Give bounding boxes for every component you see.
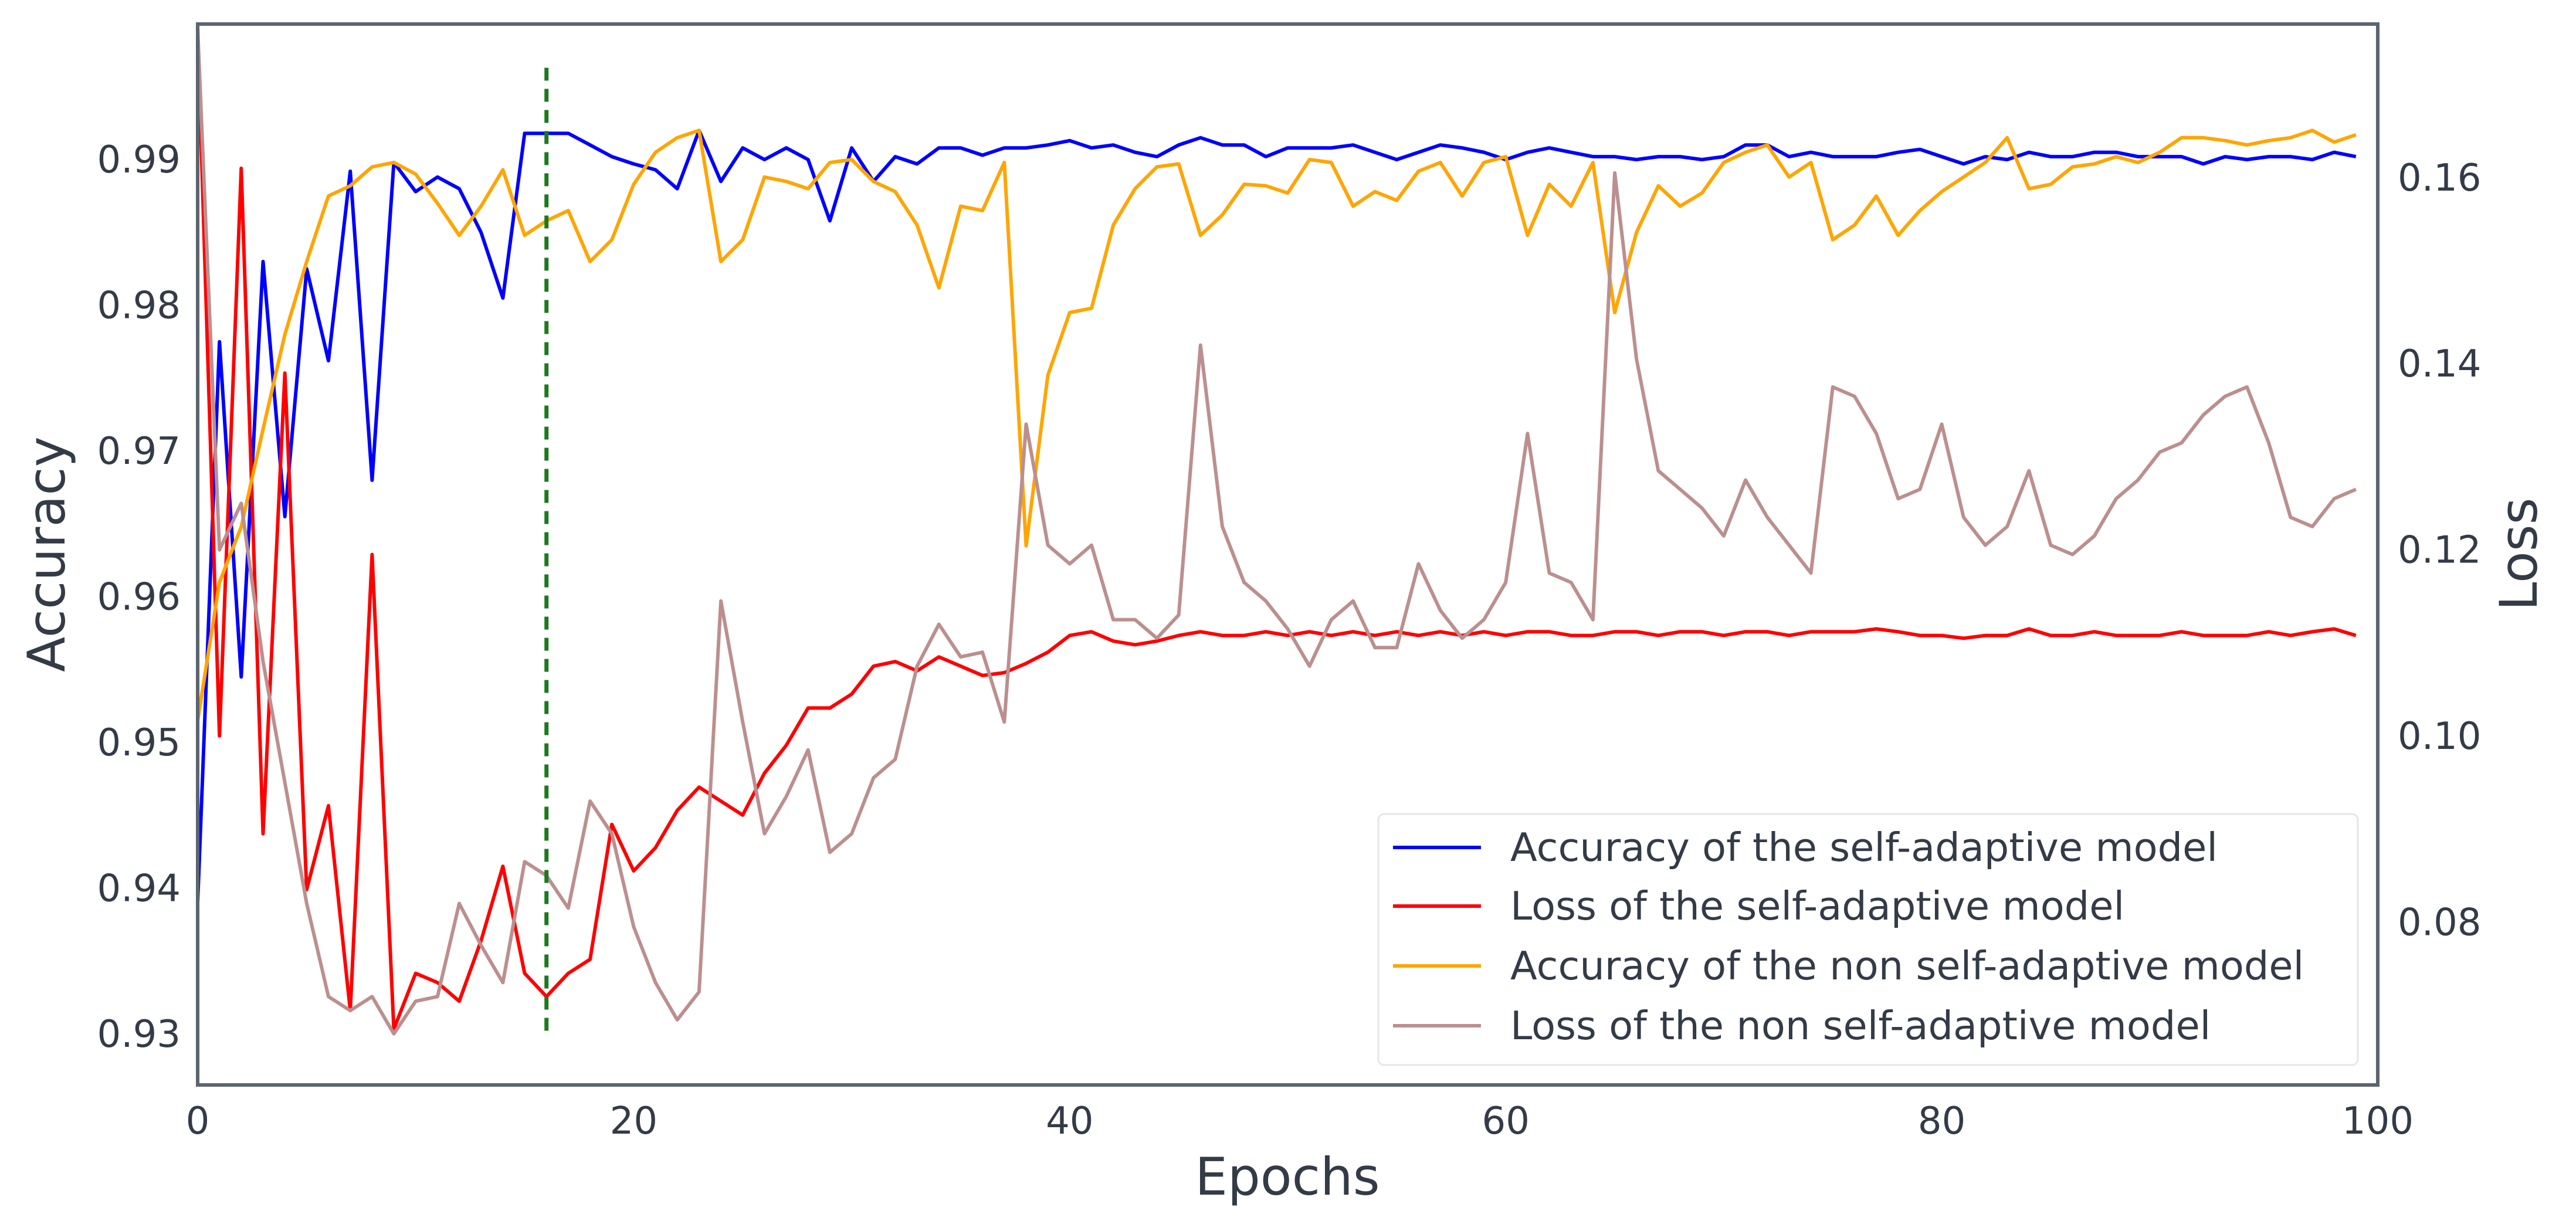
plot-frame [196,22,2380,1087]
x-tick-label-0: 0 [186,1100,210,1143]
y2-axis-title: Loss [2489,497,2549,611]
y-tick-label-6: 0.99 [97,138,181,182]
y-tick-label-4: 0.97 [97,430,181,473]
x-axis-ticks: 0 20 40 60 80 100 [186,1100,2414,1143]
legend-box [1377,813,2359,1066]
legend-label-0: Accuracy of the self-adaptive model [1510,825,2218,870]
legend-label-2: Accuracy of the non self-adaptive model [1510,943,2304,989]
x-tick-label-2: 40 [1046,1100,1093,1143]
x-tick-label-3: 60 [1482,1100,1529,1143]
y-tick-label-1: 0.94 [97,867,181,911]
y2-tick-label-1: 0.10 [2398,715,2482,758]
y-tick-label-5: 0.98 [97,284,181,328]
series-line-2 [196,128,2357,721]
x-axis-title: Epochs [1195,1147,1379,1207]
series-line-3 [196,28,2357,1036]
y2-axis-ticks: 0.08 0.10 0.12 0.14 0.16 [2398,157,2482,944]
legend-label-3: Loss of the non self-adaptive model [1510,1003,2211,1049]
x-tick-label-1: 20 [610,1100,657,1143]
y2-tick-label-3: 0.14 [2398,342,2482,386]
y-tick-label-2: 0.95 [97,721,181,765]
x-tick-label-4: 80 [1918,1100,1965,1143]
y2-tick-label-0: 0.08 [2398,901,2482,944]
y-tick-label-0: 0.93 [97,1013,181,1056]
y-axis-ticks: 0.93 0.94 0.95 0.96 0.97 0.98 0.99 [97,138,181,1056]
series-line-0 [196,128,2357,903]
y-axis-title: Accuracy [16,436,77,672]
legend: Accuracy of the self-adaptive model Loss… [1377,813,2359,1066]
legend-label-1: Loss of the self-adaptive model [1510,883,2124,929]
y-tick-label-3: 0.96 [97,576,181,619]
y2-tick-label-2: 0.12 [2398,529,2482,572]
x-tick-label-5: 100 [2342,1100,2414,1143]
series-line-1 [196,28,2357,1031]
series-layer [196,28,2357,1036]
y2-tick-label-4: 0.16 [2398,157,2482,200]
